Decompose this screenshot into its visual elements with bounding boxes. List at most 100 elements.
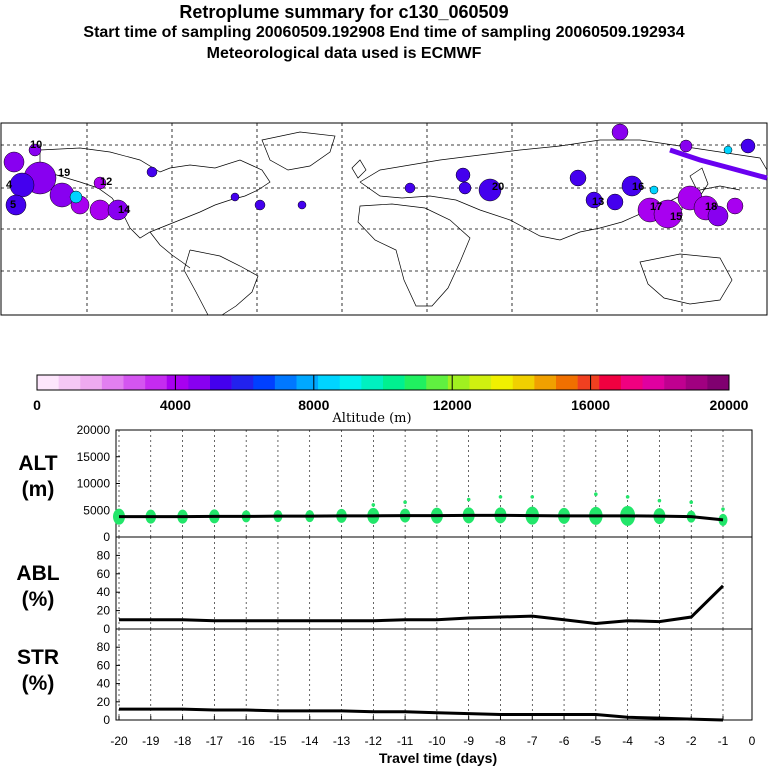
y-tick-label: 0 <box>103 530 110 544</box>
map-label: 15 <box>670 211 682 223</box>
altitude-outlier <box>594 492 598 497</box>
panel-label: (m) <box>22 478 55 501</box>
altitude-outlier <box>466 497 471 502</box>
colorbar-label: Altitude (m) <box>331 411 411 426</box>
y-tick-label: 80 <box>97 548 111 562</box>
x-tick-label: 0 <box>749 734 756 748</box>
x-tick-label: -2 <box>686 734 697 748</box>
trajectory-marker <box>455 167 471 183</box>
panel-label: (%) <box>22 588 55 611</box>
colorbar-swatch <box>512 375 535 390</box>
map-label: 4 <box>6 179 13 191</box>
met-data-note: Meteorological data used is ECMWF <box>206 45 482 62</box>
x-tick-label: -11 <box>397 734 414 748</box>
x-tick-label: -5 <box>591 734 602 748</box>
sampling-times: Start time of sampling 20060509.192908 E… <box>83 24 685 41</box>
y-tick-label: 20 <box>97 604 111 618</box>
y-tick-label: 15000 <box>77 450 111 464</box>
trajectory-marker <box>458 181 472 195</box>
colorbar-tick: 16000 <box>571 397 610 413</box>
colorbar-swatch <box>58 375 81 390</box>
x-tick-label: -20 <box>110 734 128 748</box>
y-tick-label: 60 <box>97 658 111 672</box>
coast-uk <box>351 159 367 179</box>
x-tick-label: -7 <box>527 734 538 748</box>
y-tick-label: 0 <box>103 622 110 636</box>
trajectory-marker <box>3 151 25 173</box>
map-grid <box>1 123 767 315</box>
panels: 0 5000 10000 15000 20000 ALT (m) 0 20 40 60 80 ABL (%… <box>16 423 755 748</box>
x-tick-label: -10 <box>428 734 446 748</box>
x-tick-label: -9 <box>463 734 474 748</box>
panel-str: 0 20 40 60 80 STR (%) <box>17 628 753 727</box>
trajectory-marker <box>478 178 502 202</box>
colorbar-swatch <box>664 375 687 390</box>
colorbar-swatch <box>447 375 470 390</box>
x-tick-label: -3 <box>654 734 665 748</box>
colorbar-swatch <box>145 375 168 390</box>
y-tick-label: 5000 <box>83 503 110 517</box>
x-tick-label: -4 <box>622 734 633 748</box>
colorbar-swatch <box>556 375 578 390</box>
colorbar-swatch <box>253 375 276 390</box>
trajectory-marker <box>653 199 683 229</box>
trajectory-marker <box>69 190 83 204</box>
colorbar-swatch <box>166 375 189 390</box>
panel-alt: 0 5000 10000 15000 20000 ALT (m) <box>18 423 753 544</box>
colorbar-swatch <box>534 375 557 390</box>
trajectory-marker <box>107 199 129 221</box>
x-tick-label: -17 <box>206 734 224 748</box>
colorbar-swatch <box>188 375 211 390</box>
panel-label: ABL <box>16 562 59 585</box>
colorbar-tick: 4000 <box>160 397 191 413</box>
alt-line <box>119 513 724 522</box>
x-tick-label: -1 <box>718 734 729 748</box>
altitude-colorbar <box>36 374 730 391</box>
y-tick-label: 20 <box>97 695 111 709</box>
trajectory-marker <box>146 166 158 178</box>
colorbar-swatch <box>318 375 341 390</box>
trajectory-marker <box>606 193 624 211</box>
panel-frame <box>115 536 753 630</box>
map-label: 12 <box>100 176 112 188</box>
colorbar-swatch <box>577 375 600 390</box>
y-tick-label: 60 <box>97 567 111 581</box>
trajectory-marker <box>740 138 756 154</box>
y-tick-label: 0 <box>103 713 110 727</box>
trajectory-marker <box>611 123 629 141</box>
map-label: 16 <box>632 181 644 193</box>
colorbar-swatch <box>123 375 146 390</box>
panel-label: (%) <box>22 672 55 695</box>
x-tick-label: -16 <box>237 734 255 748</box>
map-label: 13 <box>592 196 604 208</box>
colorbar-tick: 12000 <box>433 397 472 413</box>
x-tick-label: -6 <box>559 734 570 748</box>
colorbar-tick: 20000 <box>710 397 749 413</box>
trajectory-marker <box>28 143 42 157</box>
trajectory-marker <box>93 176 107 190</box>
colorbar-swatch <box>210 375 232 390</box>
trajectory-track <box>669 147 768 181</box>
trajectory-marker <box>726 197 744 215</box>
map-label: 20 <box>492 181 504 193</box>
colorbar-swatch <box>339 375 362 390</box>
x-tick-label: -8 <box>495 734 506 748</box>
trajectory-marker <box>404 182 416 194</box>
trajectory-marker <box>585 191 603 209</box>
colorbar-swatch <box>469 375 492 390</box>
map-label: 17 <box>650 201 662 213</box>
colorbar-swatch <box>707 375 730 390</box>
coast-south-america <box>183 249 259 316</box>
colorbar-swatch <box>80 375 103 390</box>
colorbar-tick: 0 <box>33 397 41 413</box>
trajectory-marker <box>569 169 587 187</box>
altitude-outlier <box>403 500 407 505</box>
altitude-outlier <box>657 498 662 503</box>
colorbar-swatch <box>361 375 384 390</box>
colorbar-swatch <box>685 375 708 390</box>
map-label: 10 <box>30 139 42 151</box>
x-tick-label: -15 <box>269 734 287 748</box>
panel-frame <box>115 628 753 721</box>
panel-label: STR <box>17 646 59 669</box>
map-label: 18 <box>705 201 717 213</box>
